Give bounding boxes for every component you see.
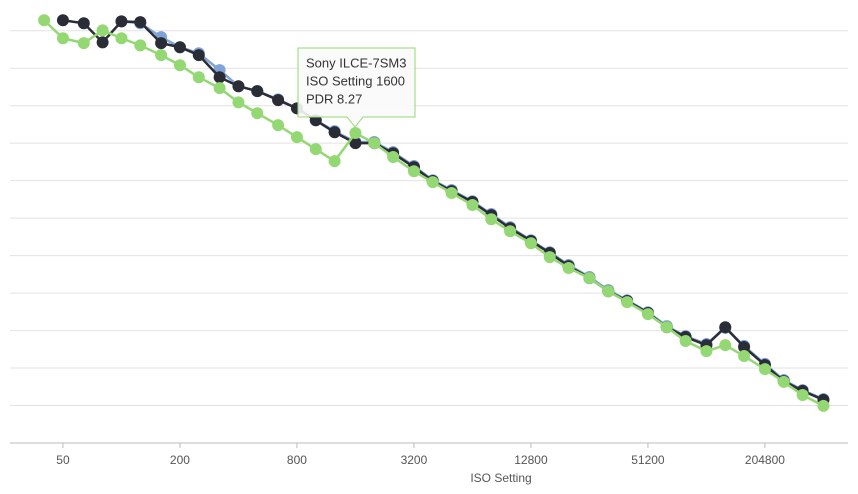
data-point [272, 94, 285, 107]
data-point [173, 41, 186, 54]
series [38, 14, 830, 412]
data-point [115, 32, 128, 45]
data-point [719, 339, 732, 352]
data-point [738, 341, 751, 354]
data-point [38, 14, 51, 27]
data-point [251, 107, 264, 120]
data-point [134, 39, 147, 52]
x-tick-label: 12800 [514, 453, 548, 467]
tooltip: Sony ILCE-7SM3 ISO Setting 1600 PDR 8.27 [297, 47, 416, 128]
data-point [115, 15, 128, 28]
x-tick-label: 51200 [631, 453, 665, 467]
series-line [62, 19, 824, 402]
x-axis-title: ISO Setting [470, 471, 531, 485]
data-point [660, 321, 673, 334]
data-point [56, 14, 69, 27]
data-point [524, 237, 537, 250]
data-point [77, 37, 90, 50]
data-point [445, 187, 458, 200]
data-point [56, 32, 69, 45]
data-point [407, 165, 420, 178]
data-point [349, 137, 362, 150]
data-point [232, 96, 245, 109]
data-point [719, 321, 732, 334]
data-point [309, 143, 322, 156]
data-point [251, 85, 264, 98]
tooltip-line: PDR 8.27 [306, 91, 362, 106]
data-point [641, 308, 654, 321]
data-point [349, 127, 362, 140]
data-point [134, 16, 147, 29]
data-point [328, 126, 341, 139]
data-point [213, 71, 226, 84]
data-point [192, 71, 205, 84]
data-point [155, 49, 168, 62]
data-point [77, 17, 90, 30]
x-tick-label: 50 [56, 453, 70, 467]
tooltip-line: Sony ILCE-7SM3 [306, 55, 406, 70]
data-point [621, 296, 634, 309]
data-point [758, 363, 771, 376]
data-point [96, 36, 109, 49]
x-tick-label: 200 [170, 453, 190, 467]
data-point [543, 251, 556, 264]
data-point [328, 155, 341, 168]
data-point [602, 285, 615, 298]
data-point [485, 213, 498, 226]
tooltip-box [297, 47, 416, 128]
data-point [213, 82, 226, 95]
x-tick-label: 3200 [401, 453, 428, 467]
data-point [232, 80, 245, 93]
data-point [817, 399, 830, 412]
data-point [796, 389, 809, 402]
data-point [272, 119, 285, 132]
data-point [504, 225, 517, 238]
data-point [96, 24, 109, 37]
data-point [466, 199, 479, 212]
data-point [562, 261, 575, 274]
x-tick-label: 204800 [745, 453, 785, 467]
data-point [738, 350, 751, 363]
data-point [777, 375, 790, 388]
data-point [583, 272, 596, 285]
data-point [155, 37, 168, 50]
data-point [173, 59, 186, 72]
data-point [192, 49, 205, 62]
data-point [700, 345, 713, 358]
series [56, 14, 830, 406]
x-tick-label: 800 [287, 453, 307, 467]
data-point [387, 151, 400, 164]
data-point [679, 335, 692, 348]
data-point [290, 131, 303, 144]
tooltip-line: ISO Setting 1600 [306, 73, 405, 88]
data-point [426, 176, 439, 189]
data-point [368, 137, 381, 150]
